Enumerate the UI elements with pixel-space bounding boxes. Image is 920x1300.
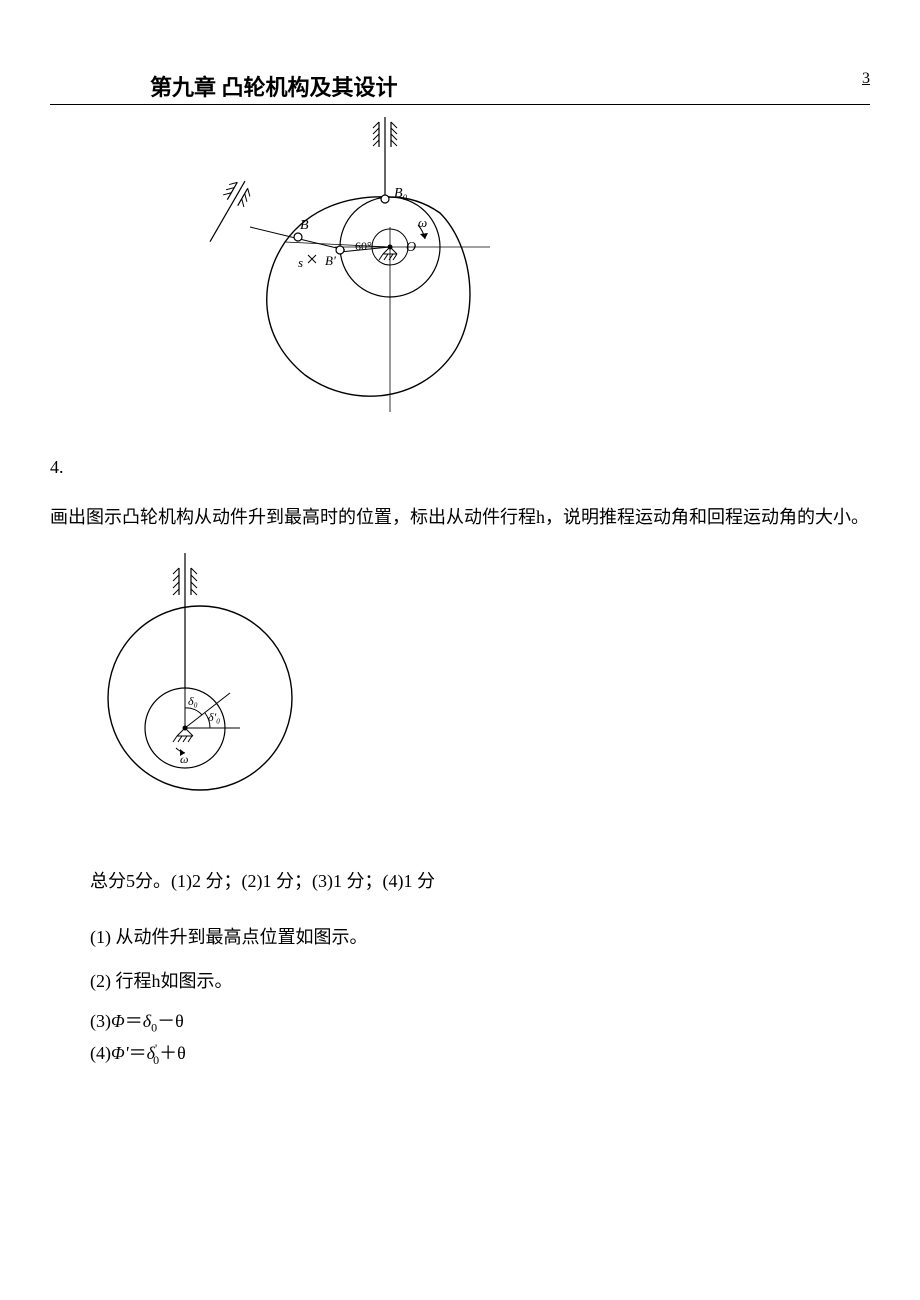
point-b0-icon [381, 195, 389, 203]
label-delta0: δ₀ [188, 694, 198, 708]
a4-prefix: (4) [90, 1043, 111, 1063]
swing-guide-icon [200, 175, 256, 248]
label-omega-2: ω [180, 752, 188, 766]
figure-cam-diagram-1: B₀ B B' s 60° ω O [190, 117, 510, 417]
cam-outer-circle-icon [108, 606, 292, 790]
answer-1: (1) 从动件升到最高点位置如图示。 [90, 919, 870, 955]
label-60deg: 60° [355, 239, 372, 253]
a4-eq: ＝ [129, 1043, 147, 1063]
a3-eq: ＝ [125, 1011, 143, 1031]
figure-cam-diagram-2: δ₀ δ'₀ ω [90, 553, 330, 833]
question-number: 4. [50, 457, 870, 478]
page-header: 第九章 凸轮机构及其设计 [50, 70, 870, 105]
page-number: 3 [862, 70, 870, 88]
omega-arrow-icon [420, 233, 428, 239]
a3-minus: －θ [157, 1011, 184, 1031]
label-s: s [298, 255, 303, 270]
question-text: 画出图示凸轮机构从动件升到最高时的位置，标出从动件行程h，说明推程运动角和回程运… [50, 498, 870, 538]
answer-4: (4)Φ'＝δ'0＋θ [90, 1039, 870, 1068]
label-bp: B' [325, 253, 336, 268]
chapter-title: 第九章 凸轮机构及其设计 [150, 70, 398, 102]
scoring-text: 总分5分。(1)2 分；(2)1 分；(3)1 分；(4)1 分 [90, 863, 870, 899]
cam-profile-icon [267, 197, 470, 396]
label-o: O [406, 240, 416, 255]
a3-delta: δ [143, 1011, 151, 1031]
a4-plus: ＋θ [159, 1043, 186, 1063]
label-b: B [300, 218, 309, 233]
point-b-icon [294, 233, 302, 241]
a3-phi: Φ [111, 1011, 125, 1031]
point-bp-icon [336, 246, 344, 254]
a4-phi: Φ' [111, 1043, 129, 1063]
label-b0: B₀ [394, 186, 408, 201]
answer-3: (3)Φ＝δ0－θ [90, 1007, 870, 1036]
label-delta0p: δ'₀ [208, 710, 220, 724]
answer-2: (2) 行程h如图示。 [90, 963, 870, 999]
label-omega-1: ω [418, 215, 427, 230]
a3-prefix: (3) [90, 1011, 111, 1031]
